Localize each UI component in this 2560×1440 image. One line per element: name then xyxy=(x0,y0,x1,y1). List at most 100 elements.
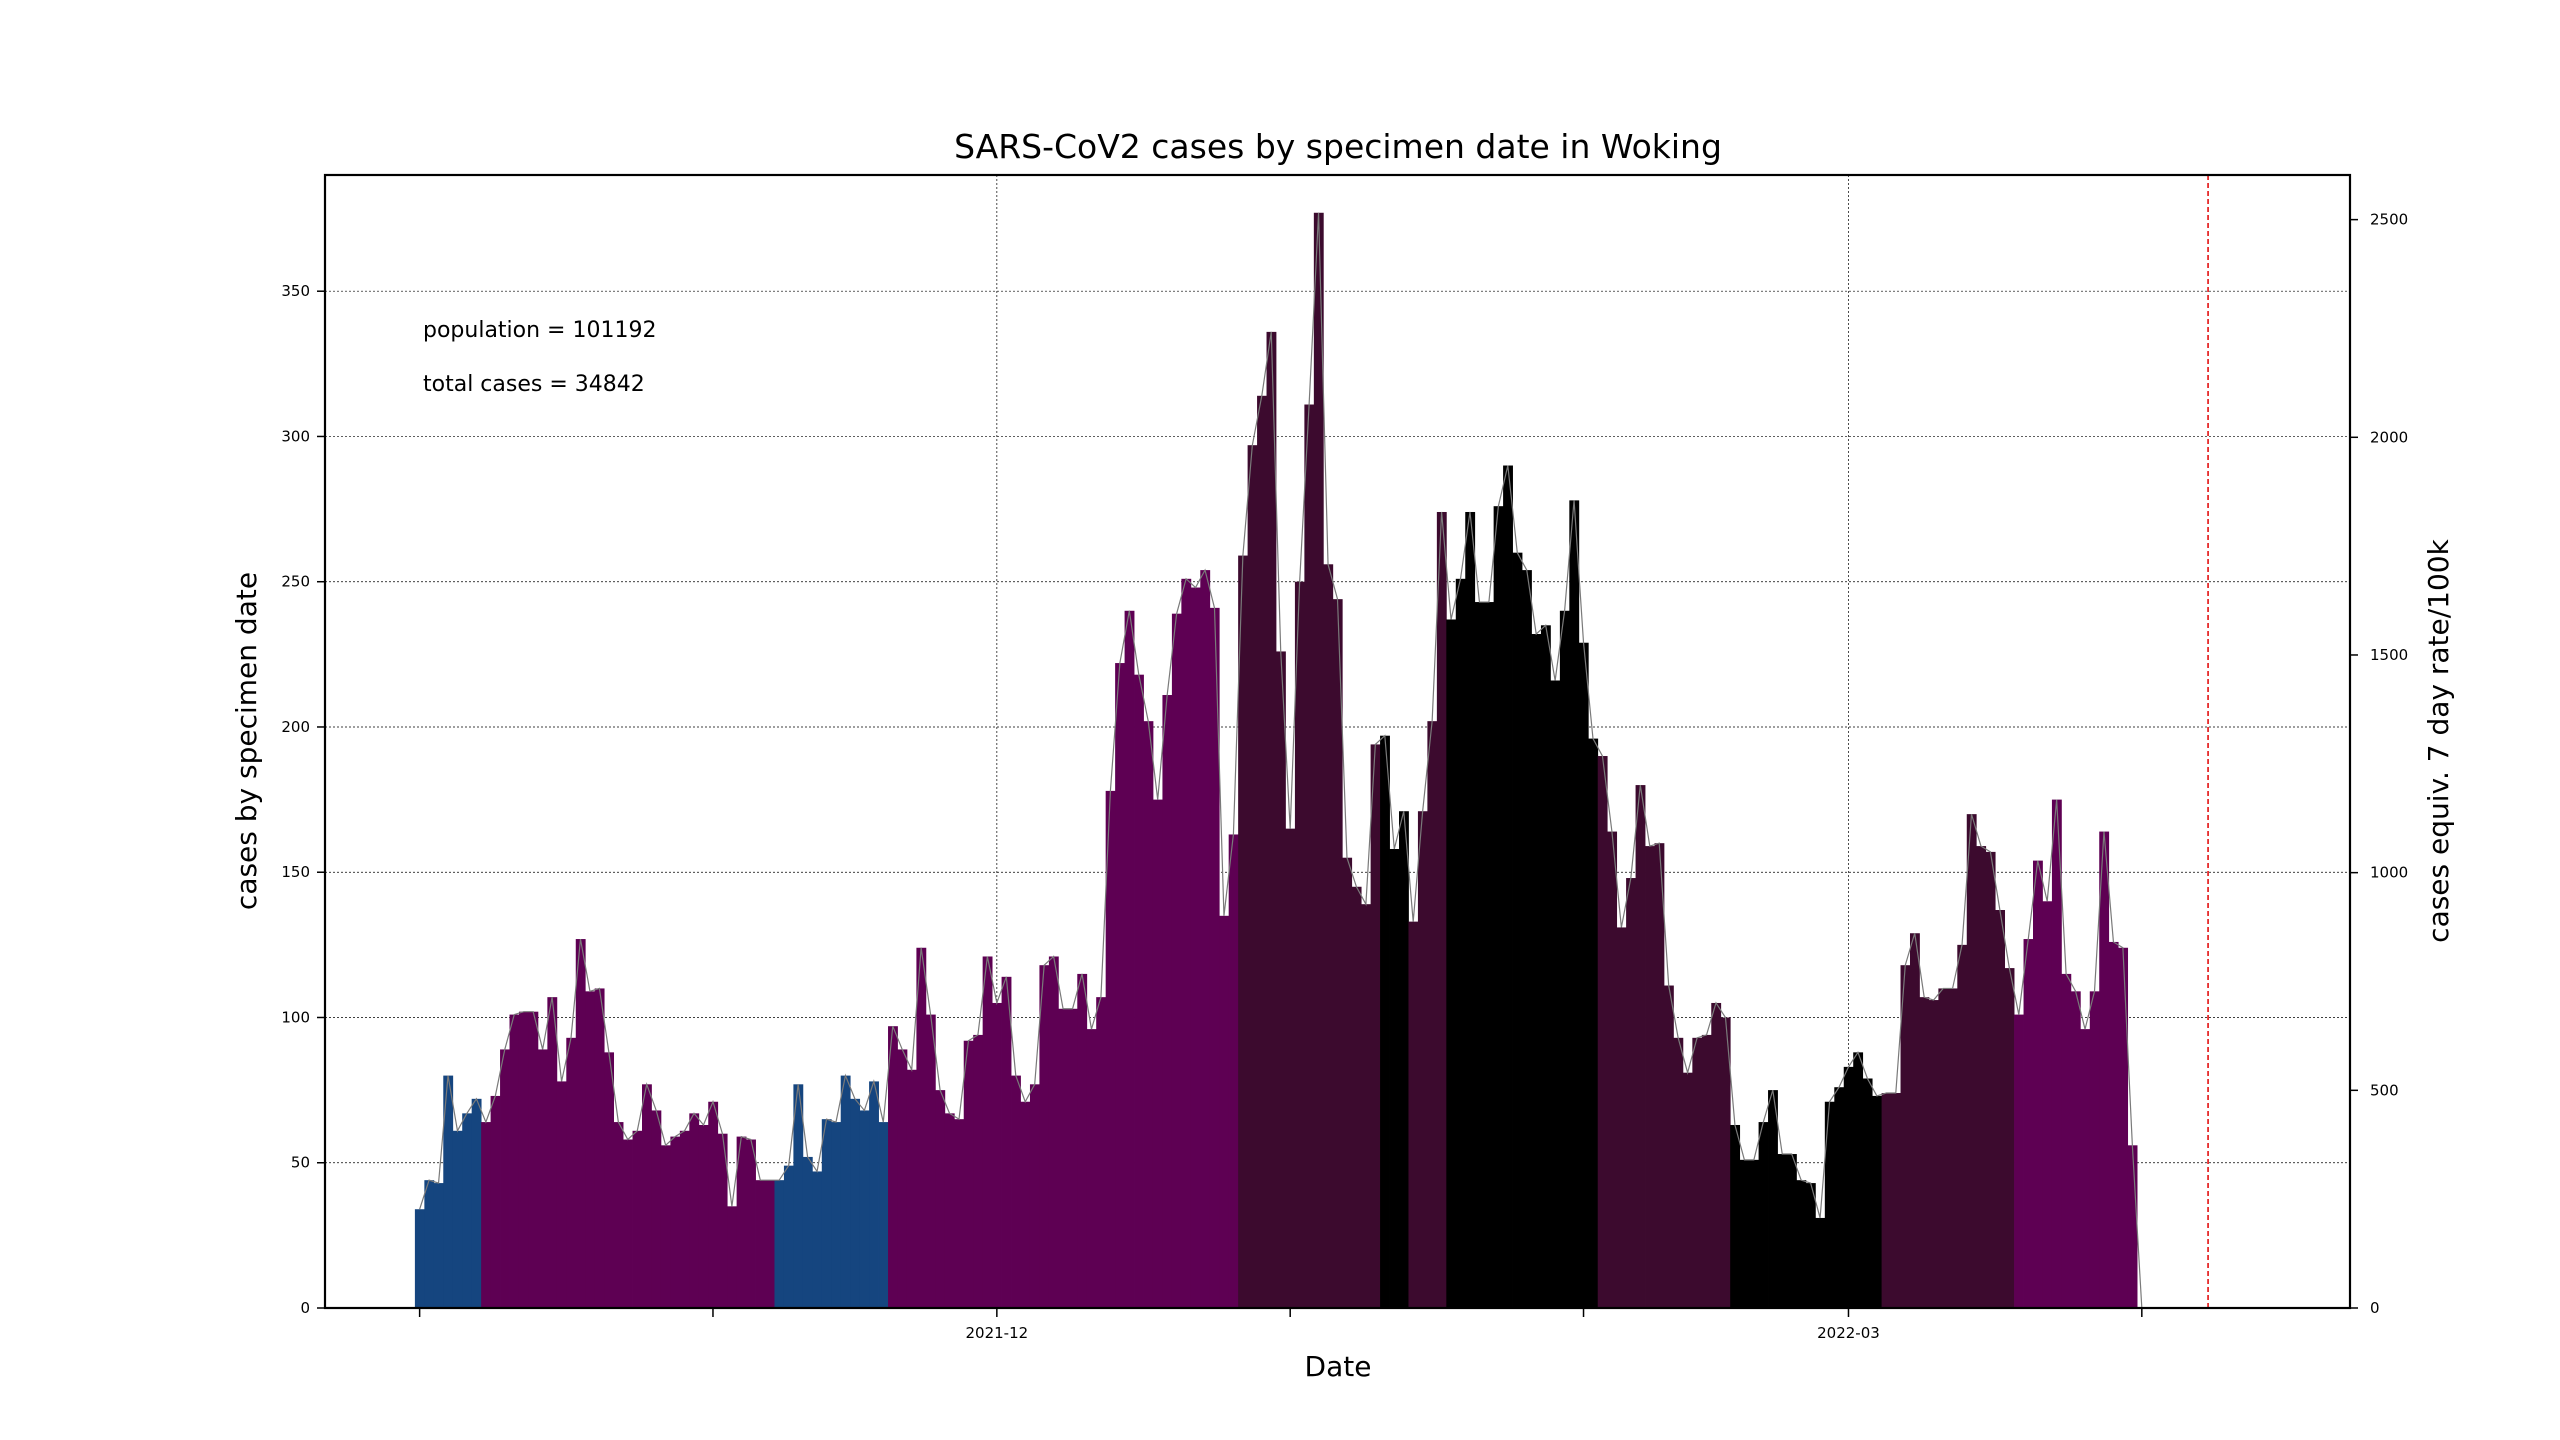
bar xyxy=(1834,1087,1845,1308)
bar xyxy=(859,1110,870,1308)
bar xyxy=(670,1136,681,1308)
bar xyxy=(528,1011,539,1308)
bar xyxy=(982,956,993,1308)
bar xyxy=(2051,799,2062,1308)
bar xyxy=(1219,915,1230,1308)
bar xyxy=(1257,395,1267,1308)
bar xyxy=(1380,735,1390,1308)
bar xyxy=(1995,910,2006,1308)
daily-trend-line xyxy=(419,212,2143,1309)
bar xyxy=(632,1130,643,1308)
bar xyxy=(1124,610,1135,1308)
bar xyxy=(1275,651,1286,1308)
x-axis-title: Date xyxy=(1305,1350,1372,1383)
bar xyxy=(1370,744,1381,1308)
right-y-axis-title: cases equiv. 7 day rate/100k xyxy=(2422,538,2455,942)
bar xyxy=(613,1122,624,1308)
bar xyxy=(1654,843,1665,1308)
bar xyxy=(1891,1093,1901,1308)
bar xyxy=(1474,602,1485,1308)
bar xyxy=(2004,968,2015,1308)
bar xyxy=(1058,1008,1069,1308)
bar xyxy=(1815,1217,1826,1308)
bar xyxy=(840,1075,851,1308)
bar xyxy=(1077,973,1088,1308)
bar xyxy=(1909,933,1920,1308)
bar xyxy=(698,1124,709,1308)
bar xyxy=(1569,500,1580,1308)
bar xyxy=(1957,944,1968,1308)
bar xyxy=(755,1180,766,1308)
bar xyxy=(1900,965,1911,1308)
bar xyxy=(1777,1154,1788,1308)
bar xyxy=(1039,965,1050,1308)
bar xyxy=(1399,811,1409,1308)
bar xyxy=(1588,738,1599,1308)
bar xyxy=(1096,997,1107,1308)
bar xyxy=(717,1133,728,1308)
bar xyxy=(1134,674,1144,1308)
bar xyxy=(1663,985,1674,1308)
bar xyxy=(1862,1078,1873,1308)
bar xyxy=(1938,988,1949,1308)
bar xyxy=(1001,976,1012,1308)
bar xyxy=(765,1180,775,1308)
x-axis: 2021-12 2022-03 xyxy=(418,1308,2143,1342)
bar xyxy=(1427,721,1438,1308)
chart-title: SARS-CoV2 cases by specimen date in Woki… xyxy=(954,127,1722,166)
bar xyxy=(414,1209,425,1308)
bar xyxy=(1294,581,1305,1308)
bar xyxy=(2089,991,2100,1308)
bar xyxy=(1389,848,1400,1308)
y-tick-label: 0 xyxy=(300,1299,310,1317)
bar xyxy=(1947,988,1958,1308)
bars xyxy=(414,212,2138,1308)
bar xyxy=(1749,1159,1759,1308)
bar xyxy=(774,1180,785,1308)
bar xyxy=(594,988,605,1308)
bar xyxy=(916,947,927,1308)
bar xyxy=(906,1069,917,1308)
bar xyxy=(1493,506,1504,1308)
bar xyxy=(1484,602,1495,1308)
bar xyxy=(1720,1017,1731,1308)
bar xyxy=(1436,511,1447,1308)
y-axis: 0 50 100 150 200 250 300 350 xyxy=(281,282,325,1317)
y-tick-label: 350 xyxy=(281,282,310,300)
bar xyxy=(1304,404,1315,1308)
bar xyxy=(537,1049,548,1308)
bar xyxy=(1597,756,1608,1308)
right-y-tick-label: 2500 xyxy=(2370,211,2408,229)
bar xyxy=(1701,1034,1712,1308)
bar xyxy=(1919,997,1930,1308)
bar xyxy=(585,991,596,1308)
population-annotation: population = 101192 xyxy=(423,318,656,343)
bar xyxy=(651,1110,662,1308)
bar xyxy=(1247,445,1258,1308)
bar xyxy=(1465,511,1476,1308)
bar xyxy=(1635,785,1646,1308)
bar xyxy=(1626,878,1636,1308)
right-y-tick-label: 1000 xyxy=(2370,864,2408,882)
bar xyxy=(708,1101,719,1308)
bar xyxy=(1578,642,1589,1308)
bar xyxy=(1067,1008,1078,1308)
plot-frame xyxy=(323,173,2352,1310)
bar xyxy=(869,1081,879,1308)
bar xyxy=(1976,846,1987,1308)
y-tick-label: 200 xyxy=(281,718,310,736)
bar xyxy=(1048,956,1059,1308)
total-cases-annotation: total cases = 34842 xyxy=(423,372,645,397)
bar xyxy=(1209,607,1220,1308)
bar xyxy=(1645,846,1655,1308)
bar xyxy=(1730,1124,1741,1308)
bar xyxy=(1323,564,1334,1308)
right-y-tick-label: 2000 xyxy=(2370,428,2408,446)
bar xyxy=(888,1026,898,1308)
bar xyxy=(1228,834,1239,1308)
bar xyxy=(1872,1095,1882,1308)
y-tick-label: 300 xyxy=(281,427,310,445)
bar xyxy=(1181,578,1192,1308)
bar xyxy=(1351,886,1362,1308)
